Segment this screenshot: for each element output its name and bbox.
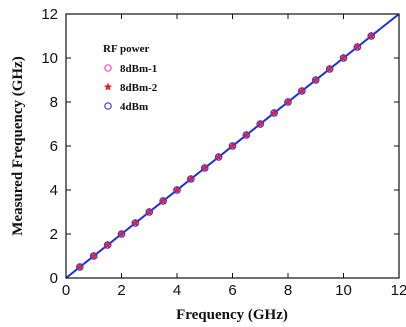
legend-label: 8dBm-1 (120, 63, 157, 75)
legend-marker (104, 102, 112, 110)
data-point (256, 120, 265, 128)
data-point (103, 241, 112, 249)
legend-label: 4dBm (120, 101, 148, 113)
legend-marker (104, 64, 112, 72)
data-point (187, 175, 195, 183)
x-tick-label: 6 (228, 282, 236, 299)
x-tick-label: 0 (62, 282, 70, 299)
x-axis-title: Frequency (GHz) (176, 307, 288, 323)
x-axis-ticks: 0 2 4 6 8 10 12 (62, 14, 406, 299)
x-tick-label: 12 (391, 282, 406, 299)
x-tick-label: 8 (284, 282, 292, 299)
y-tick-label: 0 (50, 270, 58, 287)
y-axis-title: Measured Frequency (GHz) (10, 56, 26, 235)
data-point (214, 153, 223, 161)
y-tick-label: 8 (50, 94, 58, 111)
data-point (173, 186, 181, 194)
data-point (298, 87, 306, 95)
x-tick-label: 10 (335, 282, 352, 299)
y-tick-label: 12 (41, 6, 58, 23)
y-axis-ticks: 0 2 4 6 8 10 12 (41, 6, 399, 287)
data-point (131, 219, 140, 227)
y-tick-label: 10 (41, 50, 58, 67)
data-point (242, 131, 251, 139)
data-point (145, 208, 154, 216)
data-point (367, 32, 376, 40)
legend-title: RF power (103, 43, 149, 55)
data-point (159, 197, 167, 205)
y-tick-label: 6 (50, 138, 58, 155)
data-point (353, 43, 362, 51)
legend: RF power 8dBm-1 8dBm-2 4dBm (103, 43, 158, 113)
x-tick-label: 2 (117, 282, 125, 299)
data-point (284, 98, 292, 106)
data-point (117, 230, 126, 238)
data-point (339, 54, 348, 62)
y-tick-label: 4 (50, 182, 58, 199)
data-point (270, 109, 278, 117)
y-tick-label: 2 (50, 226, 58, 243)
legend-marker (103, 82, 113, 91)
legend-label: 8dBm-2 (120, 82, 158, 94)
legend-items: 8dBm-1 8dBm-2 4dBm (103, 63, 158, 113)
data-point (76, 263, 84, 271)
data-point (228, 142, 237, 150)
x-tick-label: 4 (173, 282, 181, 299)
data-point (311, 76, 320, 84)
data-marks-layer (75, 31, 376, 271)
data-point (89, 252, 98, 260)
data-point (325, 65, 334, 73)
data-point (200, 164, 209, 172)
